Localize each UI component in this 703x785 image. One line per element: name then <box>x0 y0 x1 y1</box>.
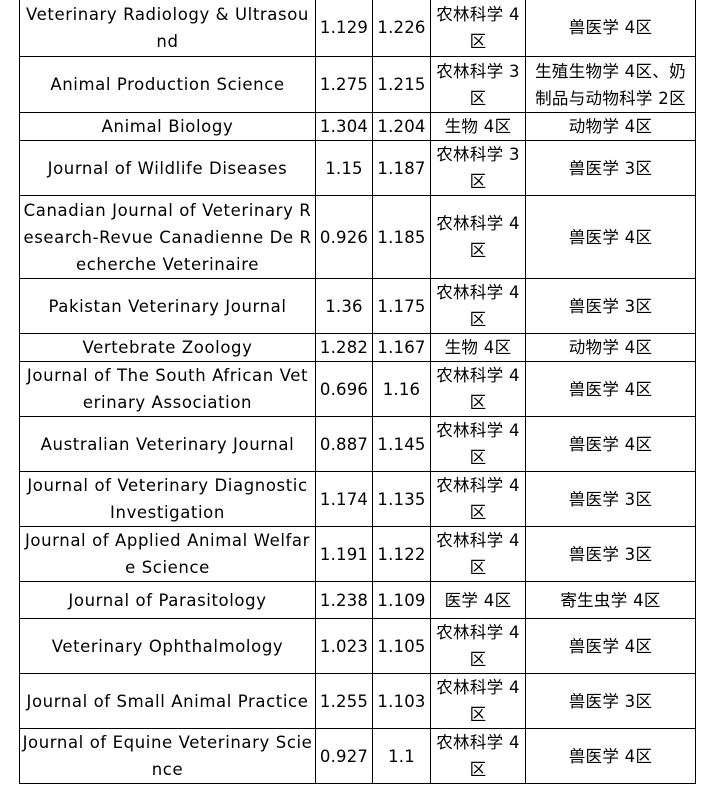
metric-value-2-cell: 1.187 <box>372 140 431 196</box>
metric-value-2-cell: 1.204 <box>372 112 431 141</box>
metric-value-1-cell: 0.926 <box>315 195 373 279</box>
table-row: Veterinary Radiology & Ultrasound 1.129 … <box>19 0 696 57</box>
metric-value-2-cell: 1.175 <box>372 278 431 334</box>
table-row: Vertebrate Zoology 1.282 1.167 生物 4区 动物学… <box>19 333 696 362</box>
subject-category-cell: 兽医学 3区 <box>525 278 696 334</box>
metric-value-2-cell: 1.1 <box>372 728 431 784</box>
journal-name-cell: Journal of The South African Veterinary … <box>19 361 316 417</box>
subject-category-cell: 兽医学 3区 <box>525 471 696 527</box>
metric-value-1-cell: 1.023 <box>315 618 373 674</box>
journal-name-cell: Journal of Small Animal Practice <box>19 673 316 729</box>
journal-name-cell: Journal of Applied Animal Welfare Scienc… <box>19 526 316 582</box>
table-row: Animal Production Science 1.275 1.215 农林… <box>19 56 696 113</box>
metric-value-1-cell: 1.304 <box>315 112 373 141</box>
table-row: Journal of Wildlife Diseases 1.15 1.187 … <box>19 140 696 196</box>
cas-category-cell: 农林科学 4区 <box>430 471 526 527</box>
cas-category-cell: 农林科学 4区 <box>430 278 526 334</box>
metric-value-1-cell: 1.191 <box>315 526 373 582</box>
cas-category-cell: 农林科学 4区 <box>430 728 526 784</box>
cas-category-cell: 农林科学 4区 <box>430 673 526 729</box>
table-row: Australian Veterinary Journal 0.887 1.14… <box>19 416 696 472</box>
metric-value-2-cell: 1.226 <box>372 0 431 57</box>
metric-value-2-cell: 1.185 <box>372 195 431 279</box>
table-row: Canadian Journal of Veterinary Research-… <box>19 195 696 279</box>
cas-category-cell: 医学 4区 <box>430 581 526 619</box>
metric-value-2-cell: 1.122 <box>372 526 431 582</box>
metric-value-2-cell: 1.135 <box>372 471 431 527</box>
table-row: Animal Biology 1.304 1.204 生物 4区 动物学 4区 <box>19 112 696 141</box>
metric-value-1-cell: 1.282 <box>315 333 373 362</box>
metric-value-2-cell: 1.16 <box>372 361 431 417</box>
journal-name-cell: Journal of Equine Veterinary Science <box>19 728 316 784</box>
metric-value-1-cell: 1.129 <box>315 0 373 57</box>
journal-name-cell: Animal Biology <box>19 112 316 141</box>
subject-category-cell: 兽医学 3区 <box>525 526 696 582</box>
journal-name-cell: Australian Veterinary Journal <box>19 416 316 472</box>
journal-table: Veterinary Radiology & Ultrasound 1.129 … <box>19 0 696 784</box>
cas-category-cell: 农林科学 4区 <box>430 416 526 472</box>
table-row: Journal of The South African Veterinary … <box>19 361 696 417</box>
metric-value-1-cell: 0.887 <box>315 416 373 472</box>
metric-value-2-cell: 1.105 <box>372 618 431 674</box>
subject-category-cell: 兽医学 4区 <box>525 361 696 417</box>
metric-value-2-cell: 1.103 <box>372 673 431 729</box>
journal-name-cell: Animal Production Science <box>19 56 316 113</box>
subject-category-cell: 寄生虫学 4区 <box>525 581 696 619</box>
subject-category-cell: 兽医学 4区 <box>525 195 696 279</box>
cas-category-cell: 农林科学 4区 <box>430 618 526 674</box>
metric-value-2-cell: 1.145 <box>372 416 431 472</box>
subject-category-cell: 兽医学 3区 <box>525 673 696 729</box>
subject-category-cell: 兽医学 4区 <box>525 416 696 472</box>
journal-name-cell: Pakistan Veterinary Journal <box>19 278 316 334</box>
subject-category-cell: 兽医学 4区 <box>525 0 696 57</box>
table-row: Journal of Applied Animal Welfare Scienc… <box>19 526 696 582</box>
metric-value-1-cell: 0.696 <box>315 361 373 417</box>
subject-category-cell: 兽医学 4区 <box>525 728 696 784</box>
cas-category-cell: 生物 4区 <box>430 333 526 362</box>
cas-category-cell: 农林科学 3区 <box>430 56 526 113</box>
cas-category-cell: 农林科学 4区 <box>430 526 526 582</box>
metric-value-1-cell: 1.275 <box>315 56 373 113</box>
metric-value-1-cell: 1.238 <box>315 581 373 619</box>
table-row: Journal of Equine Veterinary Science 0.9… <box>19 728 696 784</box>
cas-category-cell: 农林科学 4区 <box>430 0 526 57</box>
metric-value-2-cell: 1.215 <box>372 56 431 113</box>
journal-name-cell: Veterinary Ophthalmology <box>19 618 316 674</box>
table-row: Journal of Veterinary Diagnostic Investi… <box>19 471 696 527</box>
journal-name-cell: Journal of Wildlife Diseases <box>19 140 316 196</box>
journal-name-cell: Canadian Journal of Veterinary Research-… <box>19 195 316 279</box>
cas-category-cell: 农林科学 3区 <box>430 140 526 196</box>
metric-value-1-cell: 1.36 <box>315 278 373 334</box>
table-row: Pakistan Veterinary Journal 1.36 1.175 农… <box>19 278 696 334</box>
journal-name-cell: Veterinary Radiology & Ultrasound <box>19 0 316 57</box>
subject-category-cell: 兽医学 3区 <box>525 140 696 196</box>
table-row: Veterinary Ophthalmology 1.023 1.105 农林科… <box>19 618 696 674</box>
metric-value-1-cell: 1.174 <box>315 471 373 527</box>
cas-category-cell: 农林科学 4区 <box>430 195 526 279</box>
table-row: Journal of Small Animal Practice 1.255 1… <box>19 673 696 729</box>
journal-name-cell: Vertebrate Zoology <box>19 333 316 362</box>
journal-name-cell: Journal of Parasitology <box>19 581 316 619</box>
metric-value-1-cell: 1.255 <box>315 673 373 729</box>
metric-value-1-cell: 0.927 <box>315 728 373 784</box>
journal-name-cell: Journal of Veterinary Diagnostic Investi… <box>19 471 316 527</box>
metric-value-2-cell: 1.109 <box>372 581 431 619</box>
cas-category-cell: 生物 4区 <box>430 112 526 141</box>
cas-category-cell: 农林科学 4区 <box>430 361 526 417</box>
metric-value-1-cell: 1.15 <box>315 140 373 196</box>
subject-category-cell: 动物学 4区 <box>525 112 696 141</box>
subject-category-cell: 兽医学 4区 <box>525 618 696 674</box>
subject-category-cell: 动物学 4区 <box>525 333 696 362</box>
metric-value-2-cell: 1.167 <box>372 333 431 362</box>
subject-category-cell: 生殖生物学 4区、奶制品与动物科学 2区 <box>525 56 696 113</box>
table-row: Journal of Parasitology 1.238 1.109 医学 4… <box>19 581 696 619</box>
